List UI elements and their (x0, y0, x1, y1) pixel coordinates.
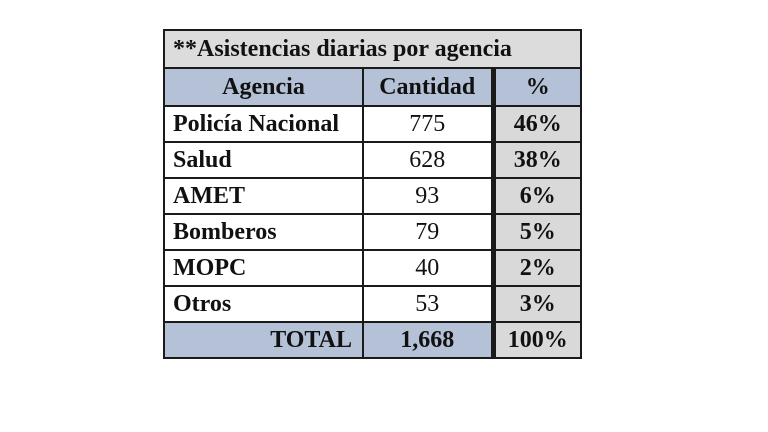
total-percent: 100% (490, 321, 583, 359)
agency-cell: Otros (163, 285, 364, 323)
table-title-row: **Asistencias diarias por agencia (162, 29, 583, 69)
header-percent: % (490, 67, 583, 107)
quantity-cell: 775 (362, 105, 494, 143)
percent-cell: 3% (490, 285, 583, 323)
quantity-cell: 93 (362, 177, 494, 215)
agency-cell: Bomberos (163, 213, 364, 251)
table-row: MOPC 40 2% (163, 249, 583, 287)
header-quantity: Cantidad (362, 67, 494, 107)
header-agency: Agencia (163, 67, 364, 107)
table-row: AMET 93 6% (163, 177, 583, 215)
quantity-cell: 628 (362, 141, 494, 179)
percent-cell: 38% (490, 141, 583, 179)
agency-cell: AMET (163, 177, 364, 215)
table-row: Salud 628 38% (163, 141, 583, 179)
table-header-row: Agencia Cantidad % (163, 67, 583, 107)
percent-cell: 6% (490, 177, 583, 215)
quantity-cell: 53 (362, 285, 494, 323)
table-row: Otros 53 3% (163, 285, 583, 323)
total-quantity: 1,668 (362, 321, 494, 359)
assistance-table: **Asistencias diarias por agencia Agenci… (162, 29, 583, 359)
table-row: Bomberos 79 5% (163, 213, 583, 251)
table-row: Policía Nacional 775 46% (163, 105, 583, 143)
percent-cell: 46% (490, 105, 583, 143)
table-total-row: TOTAL 1,668 100% (163, 321, 583, 359)
percent-cell: 5% (490, 213, 583, 251)
agency-cell: Salud (163, 141, 364, 179)
table-title: **Asistencias diarias por agencia (162, 29, 583, 69)
agency-cell: Policía Nacional (163, 105, 364, 143)
total-label: TOTAL (163, 321, 364, 359)
quantity-cell: 40 (362, 249, 494, 287)
percent-cell: 2% (490, 249, 583, 287)
quantity-cell: 79 (362, 213, 494, 251)
agency-cell: MOPC (163, 249, 364, 287)
